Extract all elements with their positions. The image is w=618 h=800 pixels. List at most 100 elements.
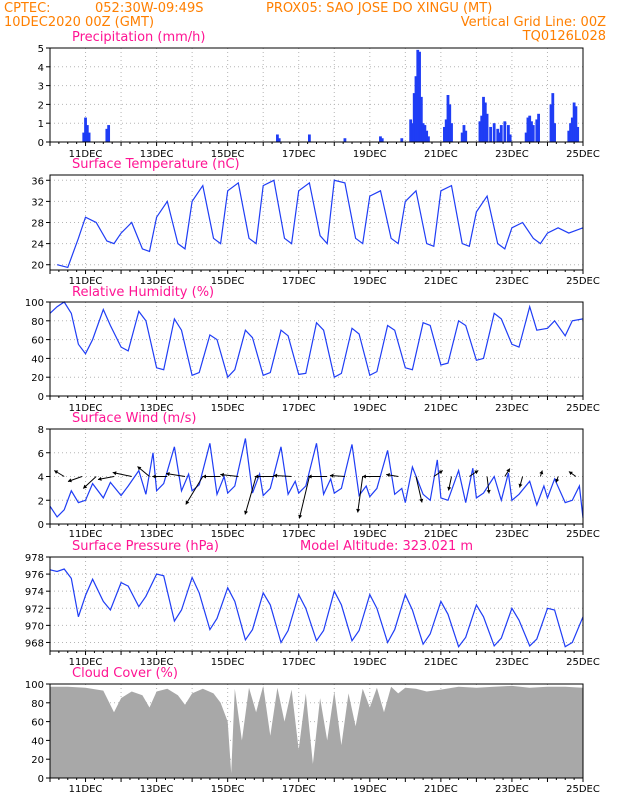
precipitation-bar: [409, 119, 413, 142]
precipitation-ytick-label: 4: [38, 63, 44, 74]
precipitation-xtick-label: 23DEC: [495, 149, 529, 160]
precipitation-ytick-label: 5: [38, 44, 44, 55]
wind-vector-head: [298, 514, 303, 519]
wind-vector-head: [83, 484, 88, 489]
precipitation-bar: [448, 104, 452, 142]
temperature-xtick-label: 15DEC: [211, 276, 245, 287]
pressure-xtick-label: 11DEC: [69, 657, 103, 668]
precipitation-bar: [414, 76, 418, 142]
precipitation-bar: [411, 123, 414, 142]
precipitation-bar: [570, 117, 574, 142]
temperature-ytick-label: 36: [31, 176, 44, 187]
precipitation-bar: [572, 102, 576, 142]
humidity-xtick-label: 21DEC: [424, 403, 458, 414]
temperature-xtick-label: 13DEC: [140, 276, 174, 287]
precipitation-bar: [528, 115, 532, 142]
humidity-ytick-label: 0: [38, 392, 44, 403]
wind-vector-head: [220, 472, 224, 477]
precipitation-bar: [419, 96, 423, 142]
header-run: 10DEC2020 00Z (GMT): [4, 15, 154, 30]
humidity-ytick-label: 20: [31, 373, 44, 384]
humidity-panel: 0 20 40 60 80 100 11DEC 13DEC 15DEC 17DEC 19DEC 21D…: [25, 285, 600, 414]
wind-line: [49, 438, 584, 519]
precipitation-bar: [450, 123, 453, 142]
wind-vector-head: [67, 478, 72, 483]
temperature-ytick-label: 24: [31, 240, 44, 251]
precipitation-bar: [277, 138, 281, 142]
wind-vector-head: [202, 474, 206, 479]
precipitation-bar: [412, 93, 416, 142]
precipitation-bar: [480, 115, 484, 142]
temperature-xtick-label: 21DEC: [424, 276, 458, 287]
precipitation-bar: [446, 95, 450, 142]
precipitation-bar: [483, 102, 487, 142]
humidity-xtick-label: 13DEC: [140, 403, 174, 414]
pressure-panel: 968 970 972 974 976 978 11DEC 13DEC 15DEC 17DEC 19…: [25, 539, 600, 668]
precipitation-xtick-label: 19DEC: [353, 149, 387, 160]
pressure-ytick-label: 968: [25, 638, 44, 649]
humidity-line: [49, 301, 584, 379]
wind-vector-head: [419, 498, 424, 503]
precipitation-bar: [427, 136, 430, 142]
wind-vector-head: [137, 466, 142, 471]
humidity-frame: [49, 301, 584, 397]
precipitation-bar: [444, 119, 448, 142]
wind-vector-head: [244, 510, 249, 515]
cloud-ytick-label: 60: [31, 718, 44, 729]
precipitation-bar: [485, 113, 489, 142]
pressure-ytick-label: 978: [25, 553, 44, 564]
temperature-title: Surface Temperature (nC): [72, 157, 240, 172]
precipitation-bar: [443, 126, 446, 142]
cloud-xtick-label: 25DEC: [566, 784, 600, 795]
wind-vector-head: [254, 474, 259, 479]
humidity-ytick-label: 80: [31, 317, 44, 328]
precipitation-bar: [489, 126, 493, 142]
precipitation-ytick-label: 0: [38, 138, 44, 149]
wind-title: Surface Wind (m/s): [72, 411, 196, 426]
humidity-xtick-label: 19DEC: [353, 403, 387, 414]
wind-vector: [244, 476, 257, 515]
precipitation-bar: [379, 136, 382, 142]
precipitation-bar: [462, 125, 466, 142]
precipitation-ytick-label: 2: [38, 100, 44, 111]
wind-vector-head: [329, 473, 334, 478]
cloud-title: Cloud Cover (%): [72, 666, 178, 681]
cloud-ytick-label: 20: [31, 755, 44, 766]
precipitation-panel: 0 1 2 3 4 5 11DEC 13DEC 15DEC 17DEC 19DEC 21DEC 23DE…: [38, 30, 600, 160]
temperature-frame: [49, 174, 584, 271]
wind-vector-head: [486, 489, 491, 494]
precipitation-bar: [307, 134, 311, 142]
precipitation-bar: [87, 132, 91, 142]
precipitation-bar: [576, 126, 580, 142]
pressure-xtick-label: 17DEC: [282, 657, 316, 668]
wind-vector-head: [447, 486, 452, 491]
cloud-ytick-label: 100: [25, 680, 44, 691]
wind-xtick-label: 17DEC: [282, 529, 316, 540]
precipitation-bar: [492, 123, 496, 142]
wind-vector: [298, 476, 310, 519]
wind-ytick-label: 2: [38, 496, 44, 507]
humidity-xtick-label: 15DEC: [211, 403, 245, 414]
pressure-xtick-label: 25DEC: [566, 657, 600, 668]
cloud-ytick-label: 0: [38, 774, 44, 785]
pressure-title: Surface Pressure (hPa): [72, 539, 219, 554]
wind-ytick-label: 4: [38, 473, 44, 484]
wind-vector-head: [356, 508, 361, 513]
wind-vector-head: [308, 474, 312, 479]
pressure-xtick-label: 21DEC: [424, 657, 458, 668]
humidity-ytick-label: 100: [25, 298, 44, 309]
precipitation-bar: [105, 128, 109, 142]
cloud-xtick-label: 23DEC: [495, 784, 529, 795]
precipitation-bar: [506, 125, 510, 142]
precipitation-bar: [551, 93, 555, 142]
pressure-frame: [49, 556, 584, 652]
temperature-xtick-label: 11DEC: [69, 276, 103, 287]
wind-vector-head: [506, 468, 510, 473]
wind-vector-head: [166, 471, 170, 477]
precipitation-bar: [524, 132, 528, 142]
wind-ytick-label: 6: [38, 449, 44, 460]
precipitation-xtick-label: 25DEC: [566, 149, 600, 160]
precipitation-xtick-label: 11DEC: [69, 149, 103, 160]
header-grid-note: Vertical Grid Line: 00Z: [461, 15, 606, 30]
